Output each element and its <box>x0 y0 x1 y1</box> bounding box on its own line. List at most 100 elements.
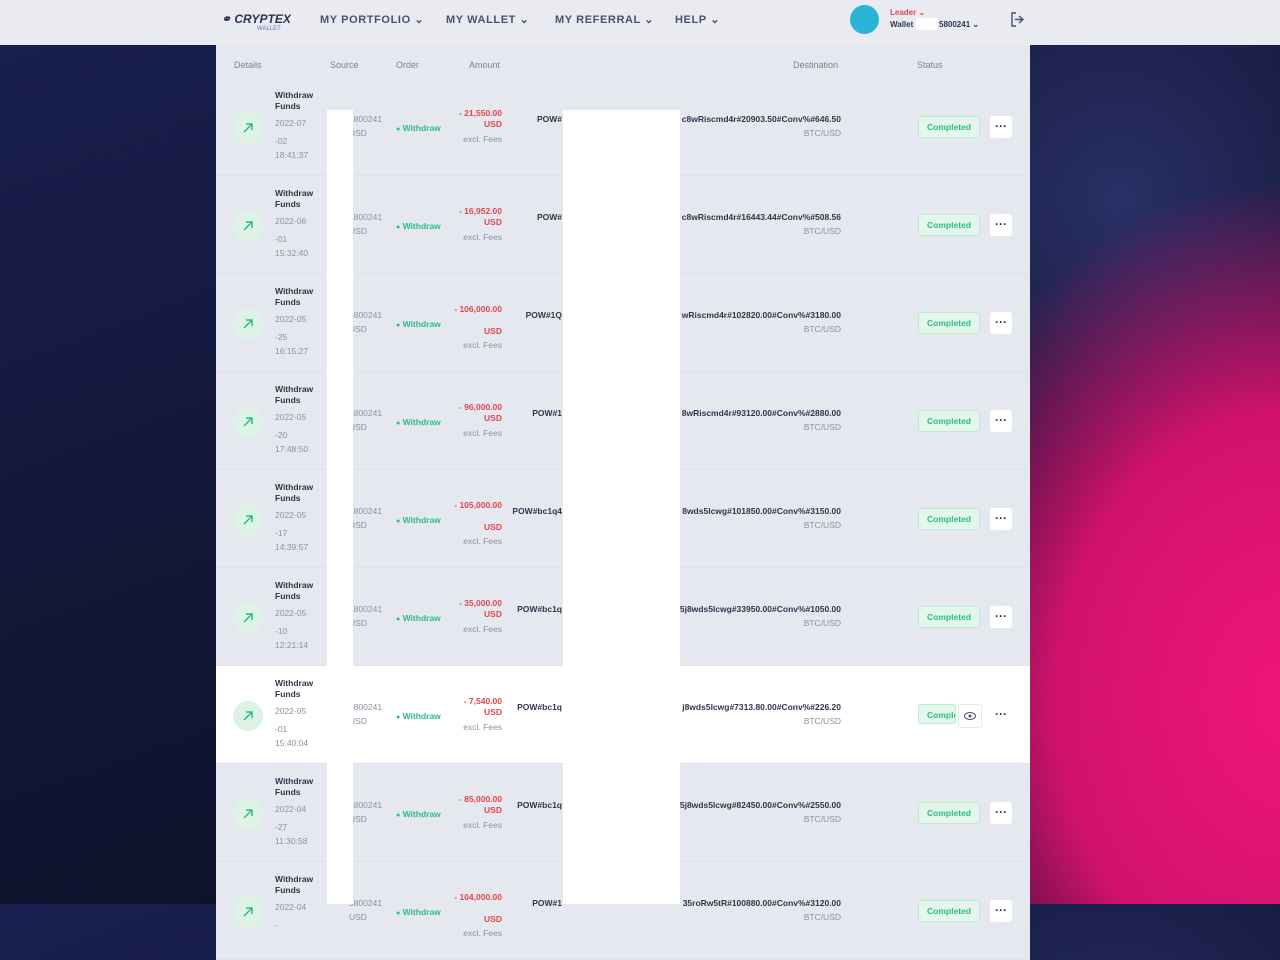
order: ● Withdraw <box>396 907 441 917</box>
more-button[interactable]: ··· <box>990 214 1012 236</box>
status-badge[interactable]: Completed <box>918 508 980 530</box>
more-button[interactable]: ··· <box>990 312 1012 334</box>
destination: 8wds5lcwg#101850.00#Conv%#3150.00 <box>682 506 841 516</box>
logo-sub: WALLET <box>257 26 281 32</box>
row-date: 2022-04-27 <box>275 804 307 832</box>
amount-currency: USD <box>484 522 502 532</box>
more-button[interactable]: ··· <box>990 606 1012 628</box>
row-date: 2022-07-02 <box>275 118 307 146</box>
source-currency: USD <box>349 324 367 334</box>
source-currency: USD <box>349 422 367 432</box>
amount-currency: USD <box>484 413 502 423</box>
wallet-id: 5800241 ⌄ <box>939 20 980 29</box>
dest-prefix: POW#1Q <box>525 310 562 320</box>
status-badge[interactable]: Completed <box>918 802 980 824</box>
view-button[interactable] <box>958 704 982 728</box>
status-badge[interactable]: Completed <box>918 410 980 432</box>
dest-prefix: POW# <box>536 212 562 222</box>
order-text: Withdraw <box>402 515 441 525</box>
status-badge[interactable]: Completed <box>918 606 980 628</box>
more-button[interactable]: ··· <box>990 410 1012 432</box>
row-time: 18:41:37 <box>275 150 309 160</box>
row-title: Withdraw Funds <box>275 90 314 111</box>
source-currency: USD <box>349 716 367 726</box>
source-currency: USD <box>349 618 367 628</box>
more-button[interactable]: ··· <box>990 900 1012 922</box>
row-time: 14:39:57 <box>275 542 309 552</box>
order-text: Withdraw <box>402 907 441 917</box>
col-header: Amount <box>469 60 501 70</box>
source: 5800241 <box>349 114 383 124</box>
row-time: 12:21:14 <box>275 640 309 650</box>
logo-text: CRYPTEX <box>234 12 291 26</box>
nav-item[interactable]: MY PORTFOLIO ⌄ <box>320 14 425 26</box>
pair: BTC/USD <box>803 912 841 922</box>
destination: wRiscmd4r#102820.00#Conv%#3180.00 <box>681 310 841 320</box>
amount: - 96,000.00 <box>458 402 502 412</box>
order-text: Withdraw <box>402 221 441 231</box>
logo[interactable]: ⚭ CRYPTEX <box>221 12 291 26</box>
more-button[interactable]: ··· <box>990 508 1012 530</box>
user-role[interactable]: Leader ⌄ <box>890 8 926 17</box>
row-title: Withdraw Funds <box>275 580 314 601</box>
withdraw-icon <box>233 211 263 241</box>
nav-item[interactable]: HELP ⌄ <box>675 14 721 26</box>
status-badge[interactable]: Completed <box>918 116 980 138</box>
dest-prefix: POW#bc1q <box>517 604 562 614</box>
amount-currency: USD <box>484 609 502 619</box>
wallet-label: Wallet <box>890 20 914 29</box>
withdraw-icon <box>233 701 263 731</box>
order: ● Withdraw <box>396 711 441 721</box>
pair: BTC/USD <box>803 422 841 432</box>
row-time: 15:32:40 <box>275 248 309 258</box>
withdraw-icon <box>233 113 263 143</box>
more-button[interactable]: ··· <box>990 116 1012 138</box>
dest-prefix: POW#bc1q <box>517 800 562 810</box>
status-badge[interactable]: Completed <box>918 900 980 922</box>
pair: BTC/USD <box>803 128 841 138</box>
row-date: 2022-06-01 <box>275 216 307 244</box>
destination: 5j8wds5lcwg#82450.00#Conv%#2550.00 <box>679 800 841 810</box>
source-currency: USD <box>349 226 367 236</box>
row-date: 2022-05-01 <box>275 706 307 734</box>
fee-note: excl. Fees <box>463 536 502 546</box>
avatar[interactable] <box>850 5 879 34</box>
status-badge[interactable]: Completed <box>918 312 980 334</box>
pair: BTC/USD <box>803 716 841 726</box>
order-text: Withdraw <box>402 123 441 133</box>
status-badge[interactable]: Completed <box>918 214 980 236</box>
pair: BTC/USD <box>803 520 841 530</box>
order: ● Withdraw <box>396 123 441 133</box>
nav-item[interactable]: MY REFERRAL ⌄ <box>555 14 655 26</box>
dest-prefix: POW#bc1q <box>517 702 562 712</box>
amount-currency: USD <box>484 119 502 129</box>
row-time: 16:15:27 <box>275 346 309 356</box>
col-header: Source <box>330 60 359 70</box>
row-title: Withdraw Funds <box>275 776 314 797</box>
col-header: Destination <box>793 60 839 70</box>
order-text: Withdraw <box>402 613 441 623</box>
amount-currency: USD <box>484 914 502 924</box>
source: 5800241 <box>349 212 383 222</box>
destination: j8wds5lcwg#7313.80.00#Conv%#226.20 <box>682 702 841 712</box>
pair: BTC/USD <box>803 324 841 334</box>
withdraw-icon <box>233 603 263 633</box>
row-title: Withdraw Funds <box>275 188 314 209</box>
withdraw-icon <box>233 799 263 829</box>
amount-currency: USD <box>484 707 502 717</box>
order: ● Withdraw <box>396 417 441 427</box>
row-date: 2022-05-25 <box>275 314 307 342</box>
logout-icon[interactable] <box>1010 12 1025 27</box>
more-button[interactable]: ··· <box>990 704 1012 726</box>
nav-item[interactable]: MY WALLET ⌄ <box>446 14 530 26</box>
fee-note: excl. Fees <box>463 624 502 634</box>
more-button[interactable]: ··· <box>990 802 1012 824</box>
row-date: 2022-05-20 <box>275 412 307 440</box>
status-badge[interactable]: Completed <box>918 704 956 724</box>
row-title: Withdraw Funds <box>275 482 314 503</box>
source: 5800241 <box>349 800 383 810</box>
pair: BTC/USD <box>803 618 841 628</box>
order-text: Withdraw <box>402 809 441 819</box>
row-time: 11:30:58 <box>275 836 308 846</box>
